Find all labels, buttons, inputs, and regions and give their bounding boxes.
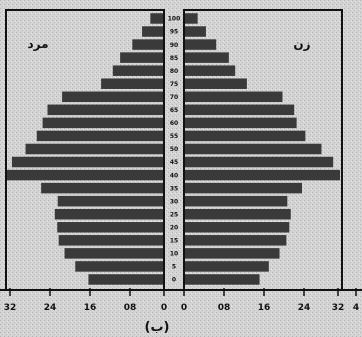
female-bar-age-90 xyxy=(184,39,217,50)
age-label-25: 25 xyxy=(170,211,178,218)
male-bar-age-40 xyxy=(6,169,164,181)
age-label-100: 100 xyxy=(168,16,181,23)
female-bar-age-40 xyxy=(184,169,340,181)
male-bar-age-0 xyxy=(88,274,164,285)
male-bar-age-75 xyxy=(101,78,164,89)
age-label-0: 0 xyxy=(172,277,176,284)
male-bar-age-85 xyxy=(120,52,164,63)
female-bar-age-0 xyxy=(184,274,260,285)
age-label-60: 60 xyxy=(170,120,178,127)
age-label-90: 90 xyxy=(170,42,178,49)
age-label-45: 45 xyxy=(170,159,178,166)
female-x-tick-label: 16 xyxy=(258,303,271,313)
female-bar-age-20 xyxy=(184,222,290,233)
female-bar-age-75 xyxy=(184,78,247,89)
female-bar-age-100 xyxy=(184,13,198,24)
female-bar-age-25 xyxy=(184,208,291,220)
x-axis-ticks: 32 24 16 08 0 0 08 16 24 32 4 xyxy=(4,288,359,313)
male-bar-age-20 xyxy=(57,222,164,233)
age-label-15: 15 xyxy=(170,238,178,245)
male-bar-age-70 xyxy=(62,91,164,103)
age-label-30: 30 xyxy=(170,198,178,205)
female-bar-age-70 xyxy=(184,91,283,103)
female-bar-age-15 xyxy=(184,235,287,246)
female-x-tick-label: 0 xyxy=(181,303,187,313)
female-x-tick-label: 32 xyxy=(332,303,345,313)
female-bars xyxy=(184,13,340,285)
female-x-tick-label: 08 xyxy=(218,303,231,313)
age-label-20: 20 xyxy=(170,224,178,231)
male-bar-age-25 xyxy=(54,208,164,220)
age-labels: 0 5 10 15 20 25 30 35 40 45 50 55 60 65 70 75 80 85 90 95 10… xyxy=(168,16,181,284)
age-label-50: 50 xyxy=(170,146,178,153)
age-label-35: 35 xyxy=(170,185,178,192)
male-x-tick-label: 16 xyxy=(84,303,97,313)
age-label-80: 80 xyxy=(170,68,178,75)
female-bar-age-10 xyxy=(184,248,280,259)
male-bars xyxy=(6,13,165,285)
age-label-5: 5 xyxy=(172,264,176,271)
male-bar-age-55 xyxy=(36,130,165,142)
female-bar-age-85 xyxy=(184,52,229,63)
male-bar-age-80 xyxy=(112,65,164,76)
female-bar-age-65 xyxy=(184,104,295,116)
male-bar-age-15 xyxy=(58,235,165,246)
female-x-tick-label: 24 xyxy=(298,303,311,313)
male-bar-age-65 xyxy=(47,104,164,116)
female-bar-age-95 xyxy=(184,26,206,37)
male-bar-age-30 xyxy=(57,195,164,207)
female-bar-age-30 xyxy=(184,195,288,207)
age-label-85: 85 xyxy=(170,55,178,62)
male-bar-age-45 xyxy=(11,156,165,168)
age-label-70: 70 xyxy=(170,94,178,101)
female-bar-age-5 xyxy=(184,261,269,272)
female-bar-age-55 xyxy=(184,130,306,142)
male-bar-age-10 xyxy=(64,248,164,259)
male-side-label: مرد xyxy=(27,37,48,51)
male-bar-age-50 xyxy=(25,143,164,155)
female-bar-age-80 xyxy=(184,65,236,76)
male-bar-age-5 xyxy=(75,261,164,272)
male-x-tick-label: 0 xyxy=(161,303,167,313)
age-label-55: 55 xyxy=(170,133,178,140)
figure-caption: (ب) xyxy=(145,320,170,335)
female-x-tick-label: 4 xyxy=(353,303,359,313)
male-x-tick-label: 08 xyxy=(124,303,137,313)
male-x-tick-label: 32 xyxy=(4,303,17,313)
age-label-40: 40 xyxy=(170,172,178,179)
male-bar-age-95 xyxy=(142,26,164,37)
age-label-95: 95 xyxy=(170,29,178,36)
age-label-65: 65 xyxy=(170,107,178,114)
male-bar-age-90 xyxy=(132,39,164,50)
female-bar-age-35 xyxy=(184,182,302,194)
female-side-label: زن xyxy=(293,37,310,51)
male-bar-age-35 xyxy=(41,182,164,194)
female-bar-age-60 xyxy=(184,117,297,129)
age-label-10: 10 xyxy=(170,251,178,258)
male-bar-age-60 xyxy=(42,117,164,129)
female-bar-age-50 xyxy=(184,143,322,155)
male-bar-age-100 xyxy=(150,13,164,24)
age-label-75: 75 xyxy=(170,81,178,88)
female-bar-age-45 xyxy=(184,156,334,168)
male-x-tick-label: 24 xyxy=(44,303,57,313)
